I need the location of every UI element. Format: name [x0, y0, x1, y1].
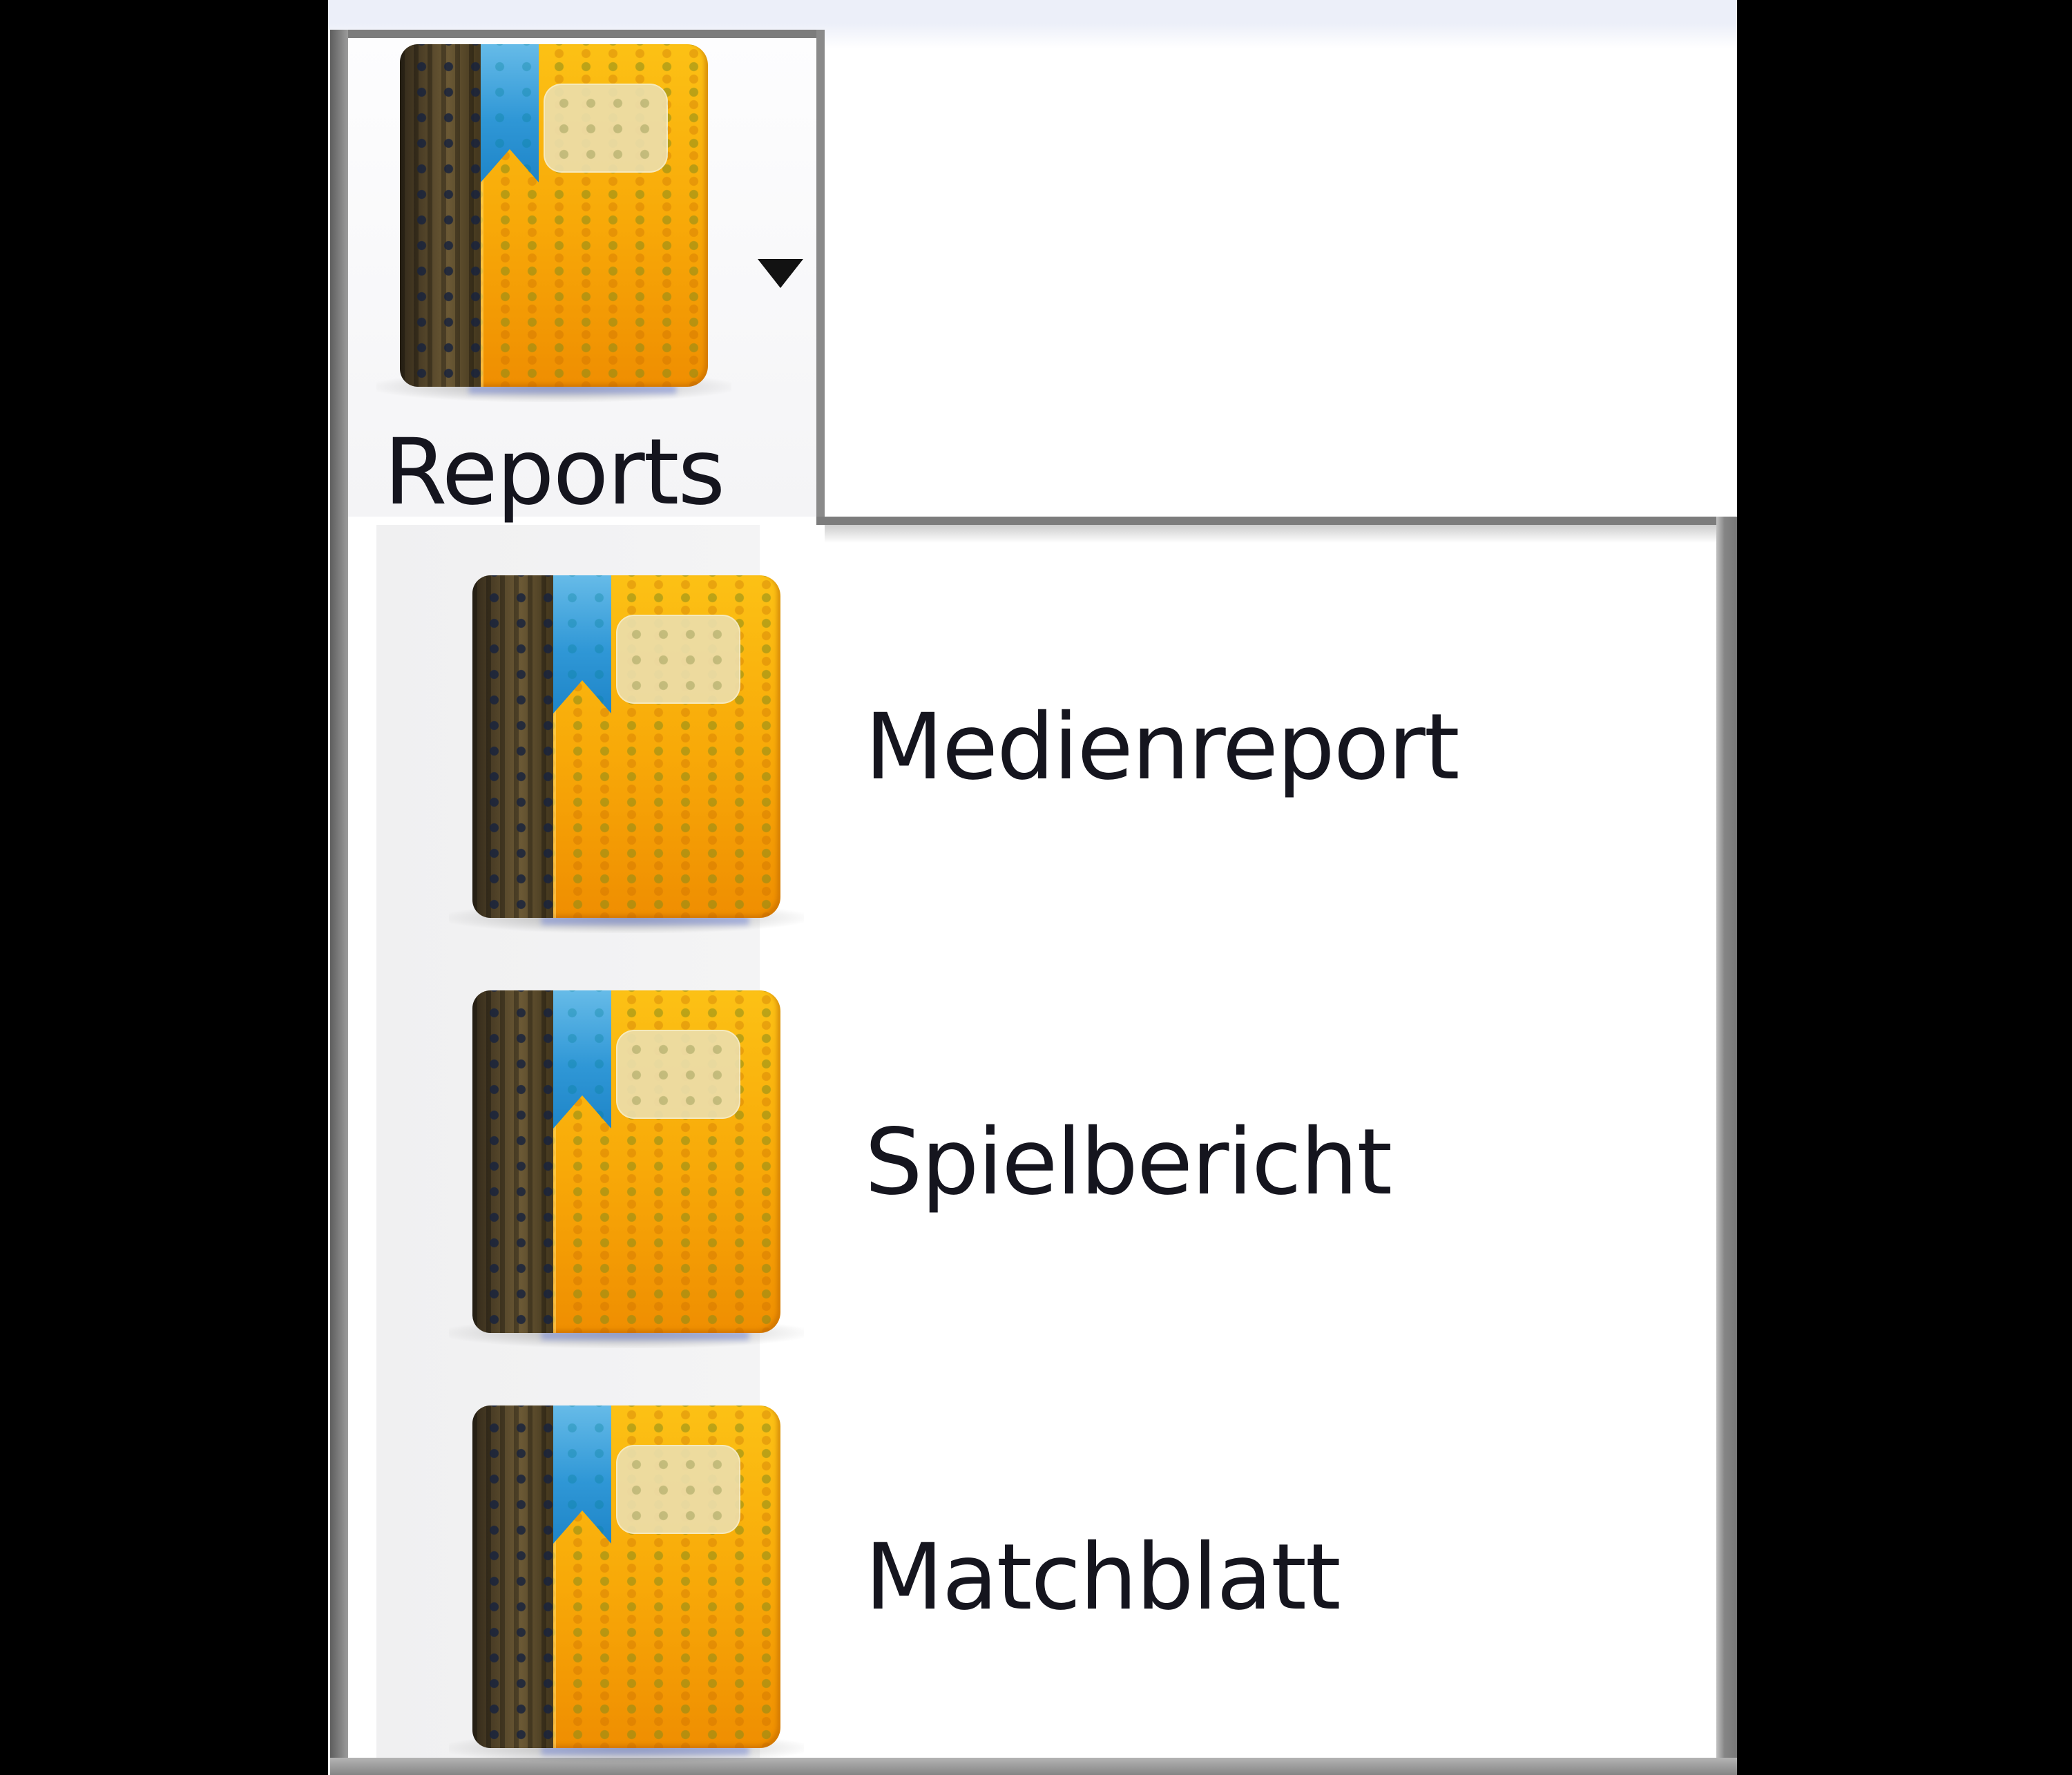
- book-icon: [449, 990, 804, 1348]
- book-icon-reflection: [541, 1331, 749, 1340]
- book-icon-label-plate: [616, 615, 740, 704]
- book-icon: [449, 1405, 804, 1763]
- book-icon-reflection: [541, 916, 749, 925]
- button-border-top: [330, 30, 823, 38]
- book-icon-spine: [472, 575, 553, 918]
- book-icon-reflection: [541, 1746, 749, 1755]
- popup-top-shadow: [825, 525, 1716, 543]
- book-icon: [376, 44, 731, 402]
- reports-button[interactable]: Reports: [348, 38, 823, 526]
- popup-border-top: [816, 517, 1737, 525]
- popup-border-right: [1716, 517, 1737, 1775]
- menu-item-label: Spielbericht: [865, 1109, 1392, 1216]
- menu-item-label: Matchblatt: [865, 1524, 1341, 1631]
- reports-button-label: Reports: [383, 419, 725, 526]
- book-icon: [449, 575, 804, 933]
- book-icon-label-plate: [616, 1445, 740, 1534]
- book-icon: [376, 44, 731, 402]
- book-icon-label-plate: [616, 1030, 740, 1119]
- book-icon-spine: [472, 1405, 553, 1748]
- menu-item-spielbericht[interactable]: Spielbericht: [348, 938, 1716, 1353]
- book-icon-spine: [472, 990, 553, 1333]
- menu-item-label: Medienreport: [865, 694, 1460, 800]
- book-icon-spine: [400, 44, 481, 387]
- popup-border-left: [330, 30, 348, 1775]
- popup-border-bottom: [330, 1758, 1737, 1775]
- button-border-right: [816, 30, 825, 521]
- book-icon-label-plate: [544, 84, 668, 173]
- chevron-down-icon[interactable]: [758, 259, 803, 288]
- menu-item-medienreport[interactable]: Medienreport: [348, 523, 1716, 938]
- book-icon-reflection: [469, 385, 676, 394]
- menu-item-matchblatt[interactable]: Matchblatt: [348, 1353, 1716, 1768]
